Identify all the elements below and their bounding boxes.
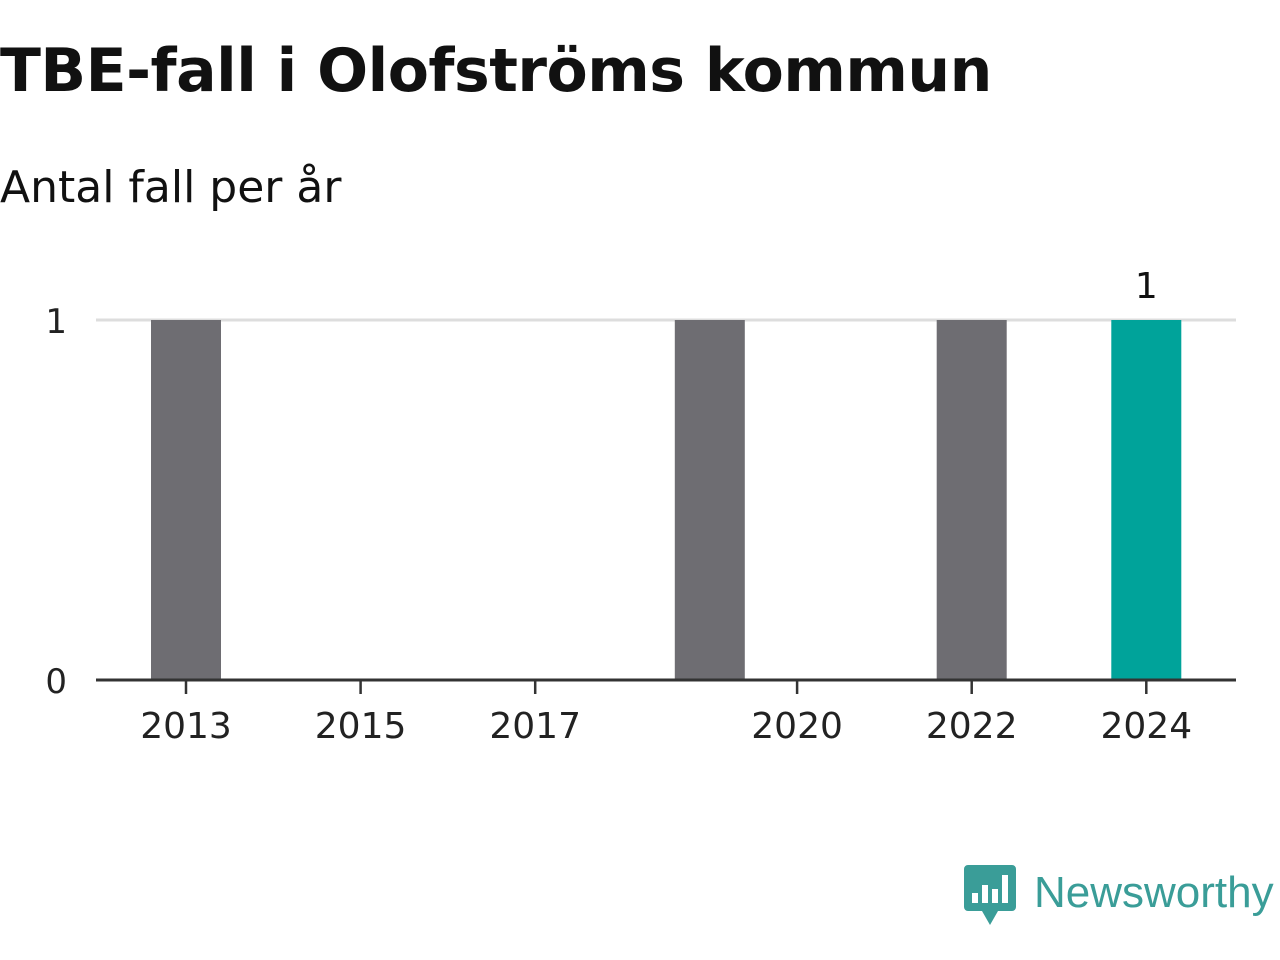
x-tick-label-2017: 2017 [489,706,581,747]
chart-subtitle: Antal fall per år [0,162,342,213]
bar-2019 [674,320,745,680]
newsworthy-logo-icon [964,865,1016,925]
x-tick-label-2024: 2024 [1100,706,1192,747]
bar-2024 [1111,320,1182,680]
y-tick-label-0: 0 [45,662,67,702]
y-tick-label-1: 1 [45,302,67,342]
x-tick-label-2015: 2015 [315,706,407,747]
brand-name: Newsworthy [1034,868,1274,917]
brand-logo: Newsworthy [964,864,1274,928]
bar-2022 [936,320,1007,680]
x-tick-label-2020: 2020 [751,706,843,747]
x-tick-label-2013: 2013 [140,706,232,747]
x-tick-label-2022: 2022 [926,706,1018,747]
data-label-2024: 1 [1135,266,1158,307]
bar-2013 [151,320,221,680]
chart-title: TBE-fall i Olofströms kommun [0,36,992,106]
